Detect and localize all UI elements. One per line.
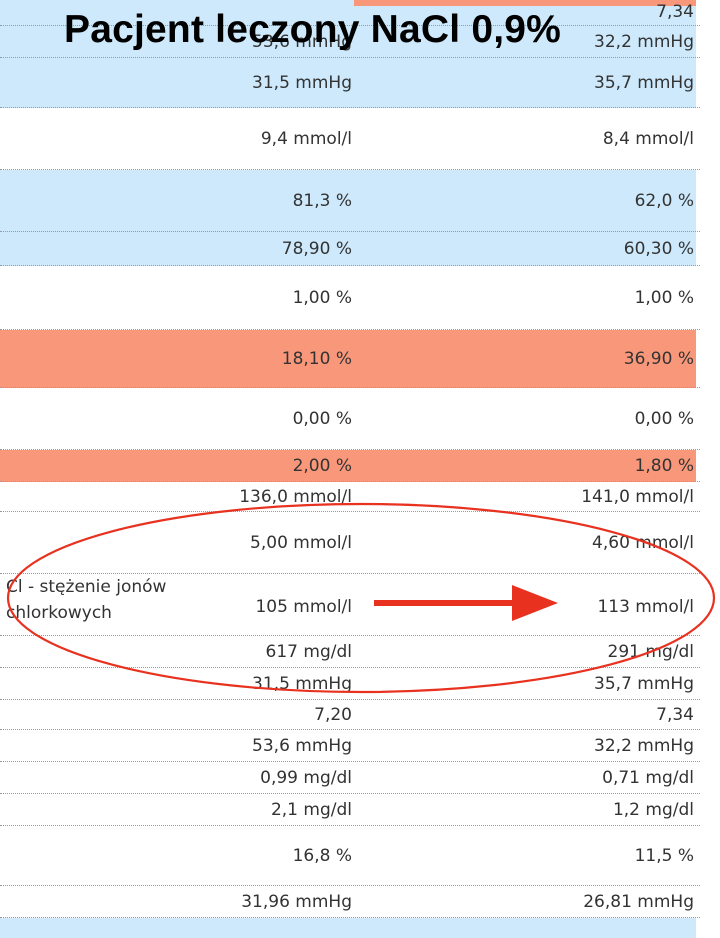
row-separator	[0, 449, 700, 450]
value-after: 35,7 mmHg	[594, 674, 694, 694]
row-highlight	[0, 450, 696, 482]
table-row: 31,5 mmHg 35,7 mmHg	[0, 58, 720, 108]
table-row: 78,90 % 60,30 %	[0, 232, 720, 266]
value-after: 7,34	[656, 705, 694, 725]
value-before: 31,96 mmHg	[241, 892, 352, 912]
table-row: 2,00 % 1,80 %	[0, 450, 720, 482]
value-after: 1,2 mg/dl	[612, 800, 694, 820]
value-after: 11,5 %	[634, 846, 694, 866]
value-before: 0,00 %	[292, 409, 352, 429]
value-after: 62,0 %	[634, 191, 694, 211]
value-before: 53,6 mmHg	[252, 736, 352, 756]
table-row: 31,96 mmHg 26,81 mmHg	[0, 886, 720, 918]
value-before: 105 mmol/l	[255, 596, 352, 617]
value-after: 32,2 mmHg	[594, 32, 694, 52]
row-separator	[0, 169, 700, 170]
value-after: 1,00 %	[634, 288, 694, 308]
table-row	[0, 918, 720, 938]
row-separator	[0, 265, 700, 266]
chloride-label-line-2: chlorkowych	[6, 603, 112, 623]
table-row: 105 mmol/l 113 mmol/l	[0, 574, 720, 636]
value-after: 8,4 mmol/l	[602, 129, 694, 149]
table-row: 0,99 mg/dl 0,71 mg/dl	[0, 762, 720, 794]
value-after: 113 mmol/l	[597, 596, 694, 617]
row-separator	[0, 329, 700, 330]
value-after: 141,0 mmol/l	[581, 487, 694, 507]
row-separator	[0, 793, 700, 794]
row-separator	[0, 57, 700, 58]
row-separator	[0, 699, 700, 700]
value-before: 136,0 mmol/l	[239, 487, 352, 507]
value-after: 0,00 %	[634, 409, 694, 429]
table-row: 81,3 % 62,0 %	[0, 170, 720, 232]
row-separator	[0, 667, 700, 668]
row-highlight	[0, 170, 696, 232]
table-row: 9,4 mmol/l 8,4 mmol/l	[0, 108, 720, 170]
value-after: 35,7 mmHg	[594, 73, 694, 93]
row-highlight	[0, 918, 696, 938]
value-before: 16,8 %	[292, 846, 352, 866]
row-separator	[0, 481, 700, 482]
row-highlight	[0, 232, 696, 266]
row-separator	[0, 25, 700, 26]
value-before: 5,00 mmol/l	[250, 533, 352, 553]
value-after: 4,60 mmol/l	[592, 533, 694, 553]
row-separator	[0, 917, 700, 918]
value-before: 31,5 mmHg	[252, 73, 352, 93]
table-row: 53,6 mmHg 32,2 mmHg	[0, 730, 720, 762]
value-before: 617 mg/dl	[265, 642, 352, 662]
value-before: 9,4 mmol/l	[260, 129, 352, 149]
value-after: 26,81 mmHg	[583, 892, 694, 912]
value-before: 2,1 mg/dl	[270, 800, 352, 820]
value-before: 1,00 %	[292, 288, 352, 308]
value-before: 7,20	[314, 705, 352, 725]
value-before: 0,99 mg/dl	[260, 768, 352, 788]
row-separator	[0, 635, 700, 636]
row-separator	[0, 107, 700, 108]
row-separator	[0, 825, 700, 826]
highlight-ellipse	[6, 502, 716, 694]
row-separator	[0, 729, 700, 730]
value-before: 18,10 %	[281, 349, 352, 369]
value-before: 53,6 mmHg	[252, 32, 352, 52]
value-after: 36,90 %	[623, 349, 694, 369]
table-row: 7,20 7,34	[0, 700, 720, 730]
row-highlight	[0, 26, 696, 58]
arrow-head	[512, 585, 558, 621]
value-before: 2,00 %	[292, 456, 352, 476]
value-after: 1,80 %	[634, 456, 694, 476]
chloride-label-line-1: Cl - stężenie jonów	[6, 577, 167, 597]
value-after: 60,30 %	[623, 239, 694, 259]
row-separator	[0, 761, 700, 762]
row-highlight-strip	[354, 0, 696, 6]
table-row: 0,00 % 0,00 %	[0, 388, 720, 450]
table-row: 2,1 mg/dl 1,2 mg/dl	[0, 794, 720, 826]
table-row: 53,6 mmHg 32,2 mmHg	[0, 26, 720, 58]
value-after: 32,2 mmHg	[594, 736, 694, 756]
value-before: 78,90 %	[281, 239, 352, 259]
value-before: 81,3 %	[292, 191, 352, 211]
row-separator	[0, 387, 700, 388]
chloride-row-label: Cl - stężenie jonów chlorkowych	[6, 574, 226, 626]
table-row: 5,00 mmol/l 4,60 mmol/l	[0, 512, 720, 574]
row-separator	[0, 511, 700, 512]
table-row: 1,00 % 1,00 %	[0, 266, 720, 330]
row-separator	[0, 573, 700, 574]
row-highlight	[0, 330, 696, 388]
table-row: 136,0 mmol/l 141,0 mmol/l	[0, 482, 720, 512]
row-separator	[0, 885, 700, 886]
table-row: 18,10 % 36,90 %	[0, 330, 720, 388]
value-after: 7,34	[656, 1, 694, 22]
page-title: Pacjent leczony NaCl 0,9%	[64, 8, 562, 51]
row-separator	[0, 231, 700, 232]
table-row: 7,34	[0, 0, 720, 26]
value-after: 0,71 mg/dl	[602, 768, 694, 788]
table-row: 16,8 % 11,5 %	[0, 826, 720, 886]
row-highlight	[0, 58, 696, 108]
